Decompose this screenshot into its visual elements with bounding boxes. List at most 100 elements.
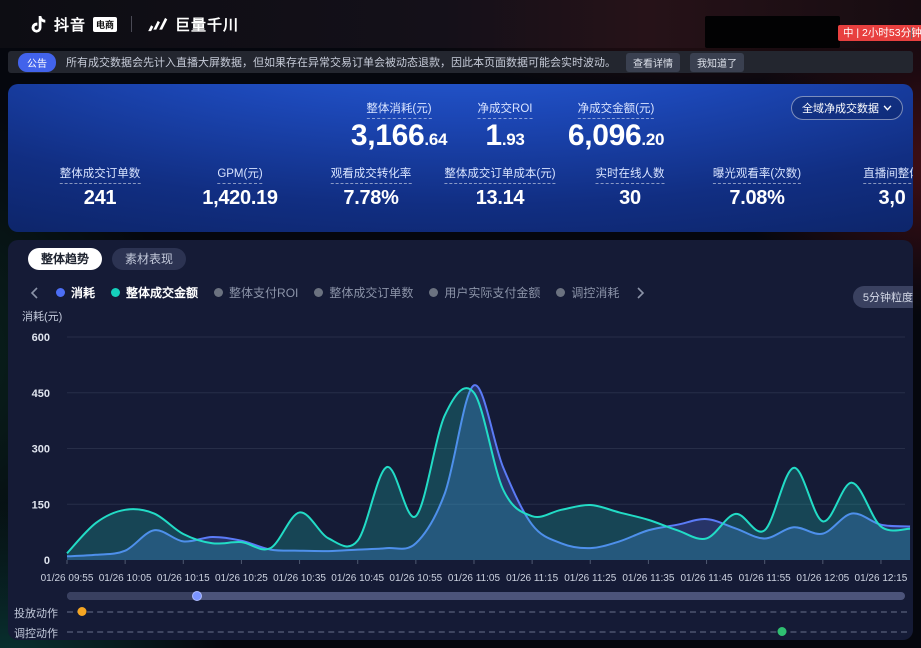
- series-line-gmv: [66, 387, 911, 555]
- douyin-note-icon: [31, 15, 46, 33]
- action-row-label: 投放动作: [14, 608, 58, 620]
- metric-value: 13.14: [475, 187, 525, 209]
- x-axis-label: 01/26 11:15: [506, 573, 559, 584]
- series-area-consumption: [67, 385, 911, 560]
- y-axis-title: 消耗(元): [22, 311, 63, 323]
- announcement-text: 所有成交数据会先计入直播大屏数据，但如果存在异常交易订单会被动态退款，因此本页面…: [66, 57, 616, 69]
- legend-label: 调控消耗: [571, 286, 620, 300]
- legend-item[interactable]: 整体支付ROI: [214, 284, 298, 301]
- legend-item[interactable]: 用户实际支付金额: [429, 284, 540, 301]
- x-axis-label: 01/26 11:25: [564, 573, 617, 584]
- announcement-bar: 公告 所有成交数据会先计入直播大屏数据，但如果存在异常交易订单会被动态退款，因此…: [8, 51, 913, 73]
- metric-label[interactable]: 整体成交订单成本(元): [444, 164, 556, 184]
- legend-scroll-left-icon[interactable]: [28, 286, 42, 300]
- action-row-label: 调控动作: [14, 628, 58, 640]
- legend-label: 整体成交金额: [126, 286, 199, 300]
- metric-label[interactable]: 整体成交订单数: [59, 164, 141, 184]
- action-row-delivery: 投放动作: [8, 603, 913, 620]
- trend-tabs: 整体趋势 素材表现: [28, 248, 187, 270]
- legend-scroll-right-icon[interactable]: [633, 286, 647, 300]
- legend-dot-icon: [111, 288, 121, 297]
- metric-value: 1,420.19: [202, 187, 278, 209]
- legend-item[interactable]: 整体成交订单数: [314, 284, 413, 301]
- y-tick-label: 600: [32, 332, 50, 344]
- acknowledge-button[interactable]: 我知道了: [690, 52, 744, 72]
- metric-value: 7.08%: [729, 187, 785, 209]
- legend-label: 整体成交订单数: [329, 286, 414, 300]
- legend-item[interactable]: 整体成交金额: [111, 284, 198, 301]
- primary-metric: 净成交ROI 1.93: [477, 99, 533, 157]
- scrollbar-handle[interactable]: [191, 591, 202, 601]
- legend-label: 消耗: [71, 286, 96, 300]
- y-tick-label: 0: [44, 555, 50, 567]
- secondary-metric: 曝光观看率(次数) 7.08%: [712, 164, 802, 212]
- x-axis-label: 01/26 10:55: [389, 573, 443, 584]
- qianchuan-logo[interactable]: 巨量千川: [146, 14, 239, 35]
- metric-label[interactable]: 整体消耗(元): [351, 99, 447, 119]
- x-axis-label: 01/26 10:45: [331, 573, 385, 584]
- y-tick-label: 150: [32, 499, 50, 511]
- primary-metric: 净成交金额(元) 6,096.20: [567, 99, 665, 157]
- secondary-metric: 观看成交转化率 7.78%: [330, 164, 412, 212]
- legend-dot-icon: [314, 288, 324, 297]
- metric-value: 6,096.20: [567, 119, 665, 152]
- x-axis-label: 01/26 11:05: [447, 573, 501, 584]
- granularity-selector[interactable]: 5分钟粒度: [852, 286, 913, 308]
- x-axis-label: 01/26 12:05: [796, 573, 850, 584]
- action-marker[interactable]: [777, 627, 787, 636]
- chart-legend: 消耗 整体成交金额 整体支付ROI 整体成交订单数 用户实际支付金额 调控消耗: [28, 284, 647, 301]
- x-axis-labels: 01/26 09:55 01/26 10:05 01/26 10:15 01/26 1…: [8, 573, 913, 587]
- metric-value: 1.93: [485, 119, 525, 152]
- series-line-consumption: [66, 384, 911, 558]
- metric-label[interactable]: 直播间整体: [863, 164, 913, 184]
- primary-metric: 整体消耗(元) 3,166.64: [350, 99, 448, 157]
- metric-value: 3,166.64: [350, 119, 448, 152]
- douyin-logo[interactable]: 抖音 电商: [30, 14, 118, 35]
- x-axis-label: 01/26 10:15: [156, 573, 210, 584]
- chart-horizontal-scrollbar[interactable]: [67, 591, 905, 601]
- metric-value: 7.78%: [343, 187, 399, 209]
- x-axis-label: 01/26 10:35: [273, 573, 326, 584]
- data-scope-selector[interactable]: 全域净成交数据: [791, 96, 903, 120]
- header-right-divider: [911, 27, 912, 39]
- redacted-account-area: [705, 16, 840, 48]
- qianchuan-logo-text: 巨量千川: [175, 16, 240, 34]
- secondary-metric: 直播间整体 3,0: [863, 164, 913, 212]
- series-area-gmv: [67, 388, 911, 560]
- action-timeline: [67, 631, 907, 633]
- action-marker[interactable]: [77, 607, 87, 616]
- scrollbar-elapsed-segment: [67, 592, 197, 600]
- metric-label[interactable]: 观看成交转化率: [330, 164, 412, 184]
- metric-value: 3,0: [878, 187, 906, 209]
- tab-inactive[interactable]: 素材表现: [112, 248, 187, 270]
- legend-item[interactable]: 调控消耗: [556, 284, 619, 301]
- metric-label[interactable]: 实时在线人数: [595, 164, 665, 184]
- tab-active[interactable]: 整体趋势: [28, 248, 103, 270]
- trend-chart[interactable]: 0 150 300 450 600: [8, 320, 913, 572]
- legend-dot-icon: [56, 288, 65, 297]
- live-duration-badge: 中 | 2小时53分钟: [838, 25, 921, 41]
- douyin-logo-text: 抖音: [54, 16, 87, 34]
- trend-panel: 整体趋势 素材表现 消耗 整体成交金额 整体支付ROI 整体成交订单数 用户实际支付金额调…: [8, 240, 913, 640]
- metric-label[interactable]: 曝光观看率(次数): [712, 164, 802, 184]
- secondary-metric: 整体成交订单数 241: [59, 164, 141, 212]
- metric-value: 30: [619, 187, 641, 209]
- legend-item[interactable]: 消耗: [56, 284, 95, 301]
- metric-label[interactable]: 净成交金额(元): [568, 99, 664, 119]
- x-axis-label: 01/26 09:55: [40, 573, 94, 584]
- secondary-metric: GPM(元) 1,420.19: [202, 164, 278, 212]
- action-row-adjustment: 调控动作: [8, 623, 913, 640]
- view-details-button[interactable]: 查看详情: [626, 52, 680, 72]
- x-axis-label: 01/26 11:45: [680, 573, 733, 584]
- x-axis-label: 01/26 11:55: [738, 573, 791, 584]
- metric-label[interactable]: GPM(元): [202, 164, 277, 184]
- metrics-summary-panel: 整体消耗(元) 3,166.64 净成交ROI 1.93 净成交金额(元) 6,096.2…: [8, 84, 913, 232]
- x-axis-label: 01/26 10:25: [214, 573, 268, 584]
- legend-dot-icon: [556, 288, 566, 297]
- data-scope-label: 全域净成交数据: [802, 103, 879, 115]
- x-axis-label: 01/26 11:35: [622, 573, 675, 584]
- action-timeline: [67, 611, 907, 613]
- ecommerce-badge: 电商: [93, 16, 118, 32]
- legend-dot-icon: [429, 288, 439, 297]
- metric-label[interactable]: 净成交ROI: [477, 99, 533, 119]
